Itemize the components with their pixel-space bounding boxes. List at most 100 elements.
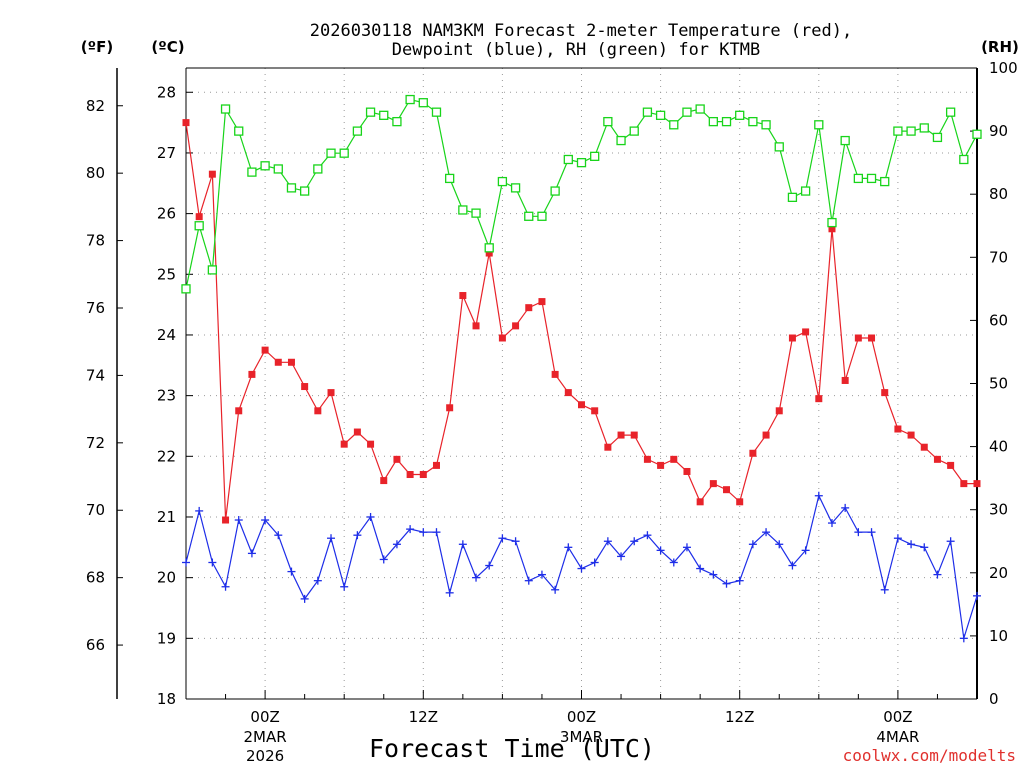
data-point <box>287 567 296 576</box>
data-point <box>775 540 784 549</box>
data-point <box>326 148 336 158</box>
data-point <box>827 519 836 528</box>
data-point <box>551 370 559 378</box>
data-point <box>314 407 322 415</box>
data-point <box>537 211 547 221</box>
data-point <box>788 334 796 342</box>
data-point <box>616 135 626 146</box>
data-point <box>393 455 401 463</box>
data-point <box>379 555 388 564</box>
data-point <box>590 151 600 161</box>
data-point <box>617 431 625 439</box>
data-point <box>340 582 349 591</box>
data-point <box>578 401 585 409</box>
x-tick-label: 00Z <box>250 708 279 726</box>
data-point <box>365 107 376 117</box>
data-point <box>299 186 310 196</box>
data-point <box>248 370 256 378</box>
celsius-tick-label: 19 <box>157 629 176 647</box>
rh-unit-label: (RH) <box>981 38 1019 56</box>
data-point <box>919 123 929 133</box>
data-point <box>696 498 704 506</box>
data-point <box>723 486 731 494</box>
data-point <box>432 528 441 537</box>
data-point <box>920 543 929 552</box>
data-point <box>484 243 494 253</box>
data-point <box>498 334 506 342</box>
data-point <box>695 104 705 114</box>
data-point <box>761 120 771 130</box>
data-point <box>286 183 297 193</box>
data-point <box>485 249 493 257</box>
data-point <box>339 148 349 158</box>
data-point <box>854 528 863 537</box>
data-point <box>643 455 651 463</box>
celsius-tick-label: 26 <box>157 205 176 223</box>
data-point <box>221 582 230 591</box>
data-point <box>801 546 810 555</box>
data-point <box>352 126 363 136</box>
data-point <box>525 304 533 312</box>
rh-tick-label: 70 <box>989 248 1008 266</box>
data-point <box>485 561 494 570</box>
data-point <box>722 579 731 588</box>
celsius-tick-label: 21 <box>157 508 176 526</box>
celsius-unit-label: (ºC) <box>151 38 184 56</box>
data-point <box>406 525 415 534</box>
chart-title-line1: 2026030118 NAM3KM Forecast 2-meter Tempe… <box>310 21 852 41</box>
data-point <box>313 576 322 585</box>
data-point <box>617 552 626 561</box>
data-point <box>220 104 231 114</box>
data-point <box>432 461 440 469</box>
fahrenheit-tick-label: 78 <box>86 232 105 250</box>
data-point <box>893 534 902 543</box>
data-point <box>696 564 705 573</box>
data-point <box>392 116 402 127</box>
data-point <box>458 540 467 549</box>
series-rh <box>181 94 982 294</box>
data-point <box>735 110 745 120</box>
rh-tick-label: 90 <box>989 122 1008 140</box>
data-point <box>802 328 810 336</box>
rh-tick-label: 50 <box>989 375 1008 393</box>
data-point <box>367 440 375 448</box>
data-point <box>512 322 520 330</box>
data-point <box>762 431 770 439</box>
data-point <box>564 389 572 397</box>
celsius-tick-label: 27 <box>157 144 176 162</box>
data-point <box>920 443 928 451</box>
data-point <box>906 126 916 136</box>
data-point <box>946 537 955 546</box>
data-point <box>208 170 216 178</box>
data-point <box>670 455 678 463</box>
series-dewpoint <box>182 491 981 643</box>
rh-tick-label: 40 <box>989 438 1008 456</box>
data-point <box>775 407 783 415</box>
data-point <box>933 570 942 579</box>
data-point <box>327 534 336 543</box>
data-point <box>853 173 863 184</box>
x-axis-label: Forecast Time (UTC) <box>369 734 655 763</box>
data-point <box>471 208 481 218</box>
data-point <box>749 449 757 457</box>
data-point <box>945 107 956 117</box>
data-point <box>261 346 269 354</box>
data-point <box>366 512 375 521</box>
data-point <box>603 116 613 127</box>
data-point <box>537 570 546 579</box>
data-point <box>234 516 243 525</box>
data-point <box>563 154 573 165</box>
data-point <box>498 534 507 543</box>
fahrenheit-tick-label: 82 <box>86 97 105 115</box>
celsius-tick-label: 20 <box>157 569 176 587</box>
data-point <box>247 167 257 177</box>
data-point <box>827 217 837 228</box>
data-point <box>947 461 955 469</box>
data-point <box>497 176 508 187</box>
data-point <box>458 205 468 215</box>
celsius-tick-label: 25 <box>157 265 176 283</box>
data-point <box>683 467 691 475</box>
rh-tick-label: 100 <box>989 59 1018 77</box>
data-point <box>788 561 797 570</box>
